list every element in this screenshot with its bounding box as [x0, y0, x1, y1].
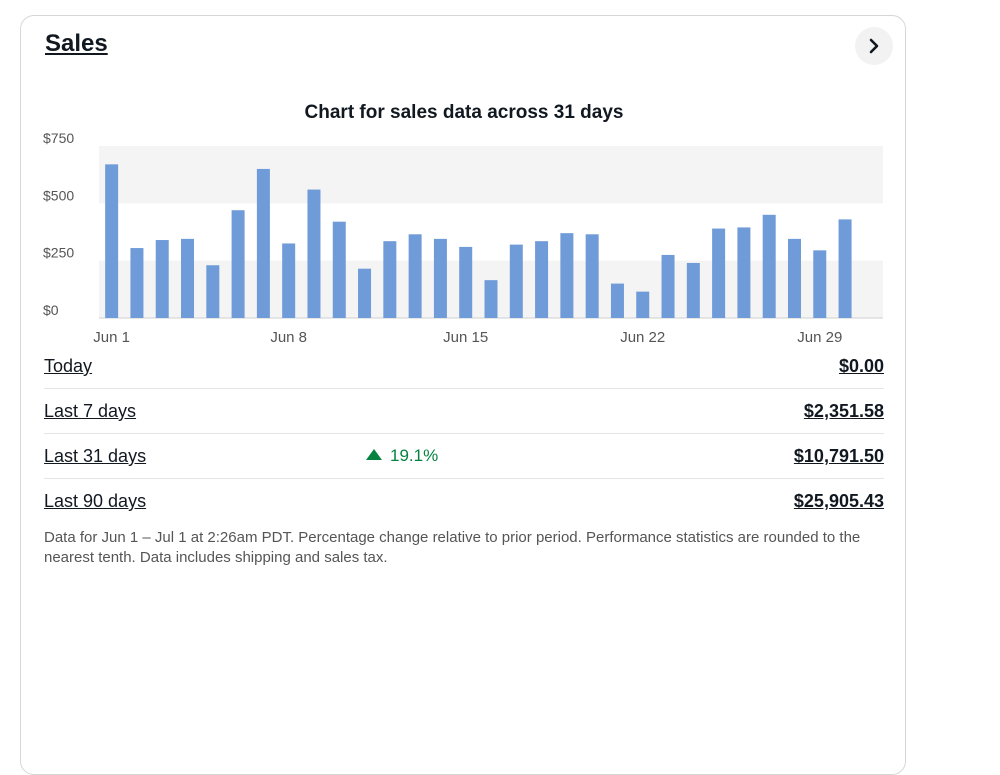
stat-label-last-90-days[interactable]: Last 90 days [44, 491, 147, 511]
chart-bar [762, 214, 776, 318]
y-tick-label: $0 [43, 302, 59, 318]
stat-label-last-31-days[interactable]: Last 31 days [44, 446, 147, 466]
chart-bar [155, 240, 169, 318]
sales-card: Sales Chart for sales data across 31 day… [20, 15, 906, 775]
y-tick-label: $250 [43, 245, 74, 261]
chart-bar [535, 241, 549, 318]
chart-bar [282, 243, 296, 318]
chart-bar [509, 244, 523, 318]
chart-bar [737, 227, 751, 318]
stat-row-last-90-days: Last 90 days $25,905.43 [44, 479, 884, 523]
sales-stats-list: Today $0.00 Last 7 days $2,351.58 Last 3… [44, 344, 884, 523]
x-tick-label: Jun 1 [93, 329, 130, 346]
chart-bar [231, 210, 245, 318]
chart-bar [712, 228, 726, 318]
x-tick-label: Jun 29 [797, 329, 842, 346]
stat-value-last-7-days[interactable]: $2,351.58 [803, 401, 884, 421]
chart-bar [130, 248, 144, 318]
stat-row-today: Today $0.00 [44, 344, 884, 389]
sales-title-link[interactable]: Sales [45, 30, 108, 57]
chart-bar [838, 219, 852, 318]
chart-bar [686, 262, 700, 318]
x-tick-label: Jun 22 [620, 329, 665, 346]
stat-change-value: 19.1% [390, 446, 439, 465]
chart-bar [307, 189, 321, 318]
stat-change-last-31-days: 19.1% [366, 446, 438, 466]
chart-bar [256, 168, 270, 318]
stat-value-last-31-days[interactable]: $10,791.50 [793, 446, 884, 466]
chart-bar [610, 283, 624, 318]
x-tick-label: Jun 8 [270, 329, 307, 346]
chart-bar [484, 280, 498, 318]
x-tick-label: Jun 15 [443, 329, 488, 346]
chart-bar [636, 291, 650, 318]
chart-title: Chart for sales data across 31 days [304, 102, 624, 123]
chevron-right-icon [869, 38, 879, 54]
footnote: Data for Jun 1 – Jul 1 at 2:26am PDT. Pe… [44, 529, 861, 566]
chart-bar [813, 250, 827, 318]
chart-bar [787, 238, 801, 318]
chart-bar [408, 234, 422, 318]
chart-bar [459, 246, 473, 318]
stat-label-last-7-days[interactable]: Last 7 days [44, 401, 137, 421]
chart-bar [358, 268, 372, 318]
chart-bar [585, 234, 599, 318]
stat-label-today[interactable]: Today [44, 356, 93, 376]
open-sales-button[interactable] [855, 27, 893, 65]
y-tick-label: $750 [43, 130, 74, 146]
stat-row-last-31-days: Last 31 days 19.1% $10,791.50 [44, 434, 884, 479]
chart-band [99, 146, 883, 204]
chart-bar [560, 233, 574, 318]
chart-bar [332, 221, 346, 318]
chart-bar [105, 164, 119, 318]
stat-value-last-90-days[interactable]: $25,905.43 [793, 491, 884, 511]
stat-value-today[interactable]: $0.00 [838, 356, 884, 376]
y-tick-label: $500 [43, 187, 74, 203]
chart-bar [383, 241, 397, 318]
stat-row-last-7-days: Last 7 days $2,351.58 [44, 389, 884, 434]
chart-bar [181, 238, 195, 318]
chart-bar [661, 254, 675, 318]
chart-bar [206, 265, 220, 318]
sales-bar-chart: $0 $250 $500 $750 Jun 1 Jun 8 Jun 15 Jun 22 Jun … [43, 130, 883, 346]
up-triangle-icon [366, 449, 382, 460]
chart-bar [433, 238, 447, 318]
